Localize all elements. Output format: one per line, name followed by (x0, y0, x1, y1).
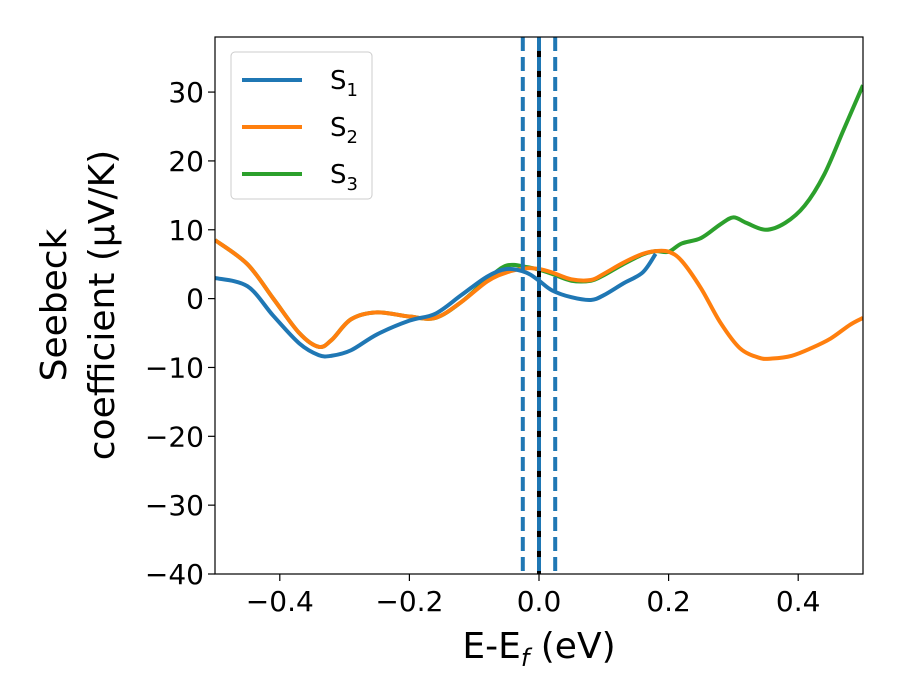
legend-label-s3: S3 (330, 160, 358, 195)
y-axis-label: Seebeck coefficient (μV/K) (34, 150, 123, 460)
y-tick-label: −10 (145, 351, 204, 384)
x-tick-label: 0.2 (646, 585, 691, 618)
vline-layer (520, 37, 558, 574)
x-axis-label: E-Ef (eV) (462, 626, 615, 672)
x-tick-label: 0.0 (517, 585, 562, 618)
y-tick-label: −20 (145, 420, 204, 453)
y-tick-label: −40 (145, 558, 204, 591)
y-tick-label: 30 (168, 76, 204, 109)
y-axis-label-line1: Seebeck (34, 228, 75, 381)
y-axis-label-line2: coefficient (μV/K) (82, 150, 123, 460)
x-tick-label: −0.4 (246, 585, 314, 618)
series-line-s2 (215, 238, 863, 361)
y-tick-label: −30 (145, 489, 204, 522)
y-axis-ticks: −40 −30 −20 −10 0 10 20 30 (145, 76, 215, 591)
legend-label-s1: S1 (330, 66, 358, 101)
x-axis-label-main: E-E (462, 626, 520, 667)
legend-label-s2: S2 (330, 113, 358, 148)
y-tick-label: 20 (168, 145, 204, 178)
series-layer (215, 84, 863, 361)
y-tick-label: 10 (168, 214, 204, 247)
x-tick-label: 0.4 (776, 585, 821, 618)
x-axis-ticks: −0.4 −0.2 0.0 0.2 0.4 (246, 574, 821, 618)
legend: S1 S2 S3 (230, 51, 373, 200)
x-tick-label: −0.2 (375, 585, 443, 618)
series-line-s1 (215, 252, 658, 359)
x-axis-label-unit: (eV) (529, 626, 615, 667)
y-tick-label: 0 (186, 283, 204, 316)
